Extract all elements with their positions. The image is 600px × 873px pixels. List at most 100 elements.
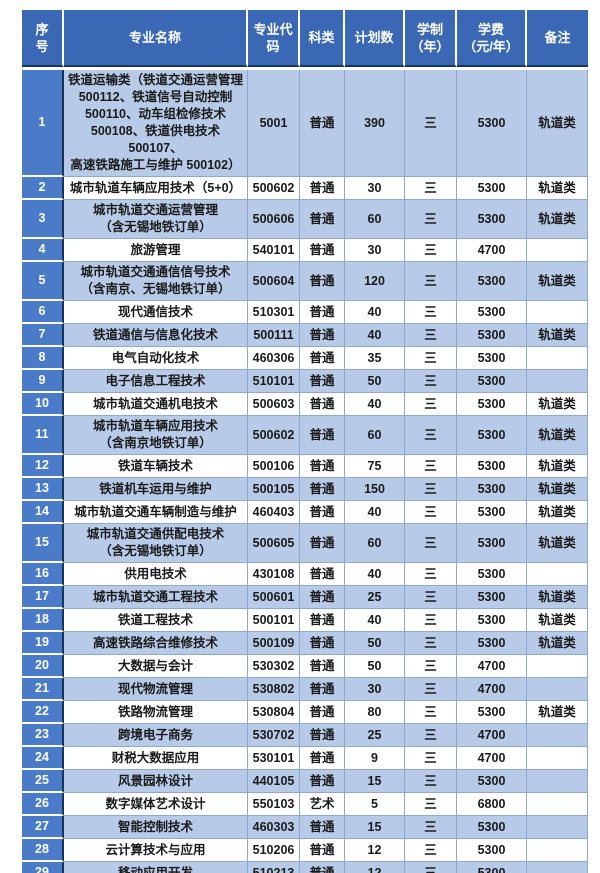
cell-major-name: 数字媒体艺术设计 [64, 793, 248, 816]
cell-index: 7 [22, 324, 64, 347]
cell-major-code: 540101 [248, 239, 300, 262]
cell-major-code: 500602 [248, 177, 300, 200]
header-col-major-code: 专业代 码 [248, 10, 300, 67]
cell-major-name: 智能控制技术 [64, 816, 248, 839]
cell-index: 9 [22, 370, 64, 393]
cell-major-name: 财税大数据应用 [64, 747, 248, 770]
cell-note [527, 816, 588, 839]
cell-major-code: 530702 [248, 724, 300, 747]
cell-note: 轨道类 [527, 701, 588, 724]
cell-duration: 三 [405, 701, 457, 724]
cell-category: 普通 [300, 501, 345, 524]
cell-major-code: 500605 [248, 524, 300, 563]
cell-category: 普通 [300, 816, 345, 839]
cell-duration: 三 [405, 177, 457, 200]
cell-tuition: 4700 [457, 724, 527, 747]
cell-duration: 三 [405, 393, 457, 416]
cell-major-name: 城市轨道交通车辆制造与维护 [64, 501, 248, 524]
cell-category: 普通 [300, 839, 345, 862]
cell-tuition: 5300 [457, 701, 527, 724]
cell-index: 18 [22, 609, 64, 632]
header-col-duration: 学制 （年） [405, 10, 457, 67]
cell-major-name: 铁路物流管理 [64, 701, 248, 724]
cell-index: 24 [22, 747, 64, 770]
cell-major-code: 500606 [248, 200, 300, 239]
cell-index: 23 [22, 724, 64, 747]
cell-duration: 三 [405, 70, 457, 177]
cell-index: 4 [22, 239, 64, 262]
cell-category: 普通 [300, 324, 345, 347]
cell-plan-count: 120 [345, 262, 405, 301]
cell-major-code: 530101 [248, 747, 300, 770]
cell-plan-count: 50 [345, 370, 405, 393]
cell-category: 普通 [300, 609, 345, 632]
cell-index: 6 [22, 301, 64, 324]
table-row: 18 铁道工程技术 500101 普通 40 三 5300 轨道类 [22, 609, 588, 632]
cell-major-code: 500604 [248, 262, 300, 301]
cell-index: 27 [22, 816, 64, 839]
cell-major-name: 跨境电子商务 [64, 724, 248, 747]
cell-index: 25 [22, 770, 64, 793]
cell-major-code: 510301 [248, 301, 300, 324]
cell-note [527, 724, 588, 747]
cell-index: 16 [22, 563, 64, 586]
cell-major-name: 高速铁路综合维修技术 [64, 632, 248, 655]
cell-plan-count: 30 [345, 678, 405, 701]
cell-tuition: 5300 [457, 586, 527, 609]
cell-plan-count: 35 [345, 347, 405, 370]
header-col-major-name: 专业名称 [64, 10, 248, 67]
cell-category: 普通 [300, 524, 345, 563]
cell-major-name: 铁道通信与信息化技术 [64, 324, 248, 347]
cell-duration: 三 [405, 262, 457, 301]
cell-tuition: 5300 [457, 262, 527, 301]
cell-plan-count: 9 [345, 747, 405, 770]
cell-plan-count: 25 [345, 586, 405, 609]
table-row: 4 旅游管理 540101 普通 30 三 4700 [22, 239, 588, 262]
cell-category: 普通 [300, 200, 345, 239]
cell-note: 轨道类 [527, 478, 588, 501]
table-row: 17 城市轨道交通工程技术 500601 普通 25 三 5300 轨道类 [22, 586, 588, 609]
cell-tuition: 5300 [457, 177, 527, 200]
cell-index: 21 [22, 678, 64, 701]
cell-plan-count: 150 [345, 478, 405, 501]
cell-note: 轨道类 [527, 70, 588, 177]
cell-index: 1 [22, 70, 64, 177]
header-col-index: 序 号 [22, 10, 64, 67]
cell-tuition: 5300 [457, 524, 527, 563]
cell-index: 10 [22, 393, 64, 416]
table-row: 1 铁道运输类（铁道交通运营管理 500112、铁道信号自动控制 500110、… [22, 70, 588, 177]
cell-index: 3 [22, 200, 64, 239]
cell-tuition: 5300 [457, 70, 527, 177]
cell-duration: 三 [405, 501, 457, 524]
table-row: 28 云计算技术与应用 510206 普通 12 三 5300 [22, 839, 588, 862]
cell-note: 轨道类 [527, 262, 588, 301]
cell-tuition: 5300 [457, 200, 527, 239]
cell-category: 普通 [300, 770, 345, 793]
cell-note [527, 793, 588, 816]
cell-major-code: 500105 [248, 478, 300, 501]
header-col-category: 科类 [300, 10, 345, 67]
cell-note [527, 655, 588, 678]
table-row: 29 移动应用开发 510213 普通 12 三 5300 [22, 862, 588, 873]
table-row: 8 电气自动化技术 460306 普通 35 三 5300 [22, 347, 588, 370]
cell-plan-count: 40 [345, 501, 405, 524]
cell-major-name: 铁道车辆技术 [64, 455, 248, 478]
cell-note: 轨道类 [527, 501, 588, 524]
cell-plan-count: 40 [345, 324, 405, 347]
cell-note: 轨道类 [527, 200, 588, 239]
cell-major-name: 城市轨道交通供配电技术 （含无锡地铁订单） [64, 524, 248, 563]
cell-duration: 三 [405, 839, 457, 862]
cell-index: 28 [22, 839, 64, 862]
cell-duration: 三 [405, 770, 457, 793]
cell-category: 普通 [300, 455, 345, 478]
cell-duration: 三 [405, 862, 457, 873]
cell-category: 普通 [300, 262, 345, 301]
table-row: 21 现代物流管理 530802 普通 30 三 4700 [22, 678, 588, 701]
cell-major-name: 铁道运输类（铁道交通运营管理 500112、铁道信号自动控制 500110、动车… [64, 70, 248, 177]
cell-category: 普通 [300, 701, 345, 724]
cell-plan-count: 5 [345, 793, 405, 816]
cell-category: 普通 [300, 347, 345, 370]
cell-tuition: 5300 [457, 501, 527, 524]
cell-major-code: 460403 [248, 501, 300, 524]
